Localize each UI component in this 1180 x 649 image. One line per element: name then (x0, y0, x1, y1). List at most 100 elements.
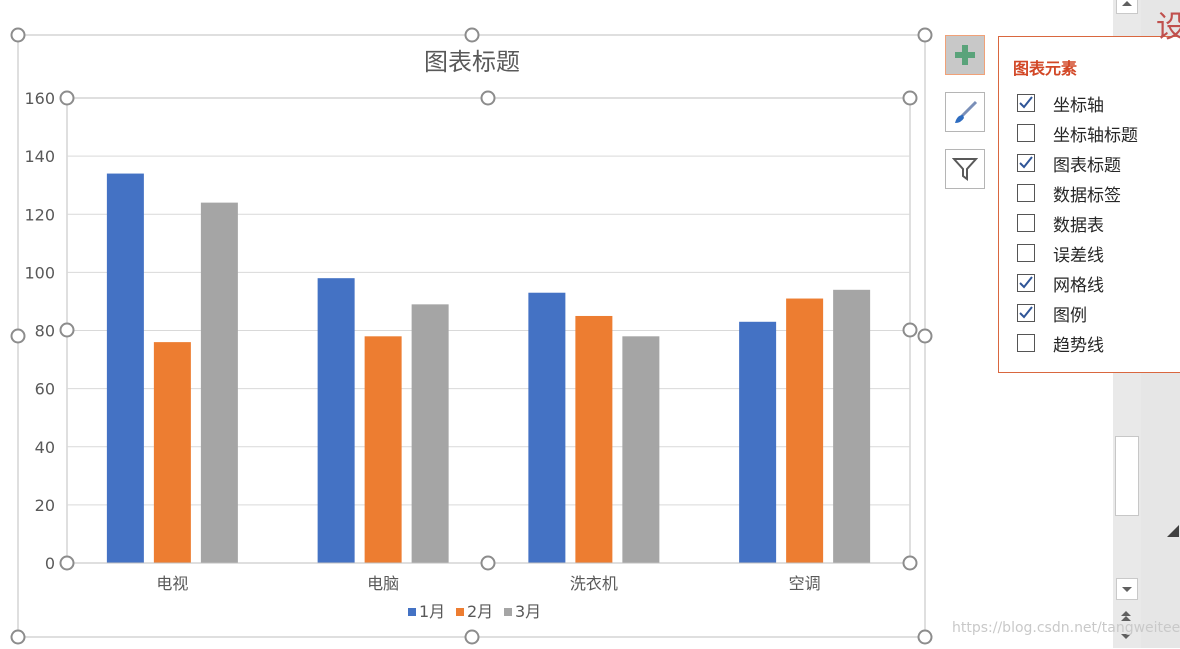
flyout-item-label: 数据标签 (1053, 185, 1121, 206)
y-tick-label: 40 (35, 438, 55, 457)
check-icon (1019, 306, 1033, 319)
resize-handle[interactable] (10, 27, 26, 43)
x-tick-label: 洗衣机 (570, 574, 618, 593)
y-tick-label: 120 (24, 205, 55, 224)
resize-handle[interactable] (902, 555, 918, 571)
flyout-item[interactable]: 坐标轴标题 (1017, 121, 1138, 146)
watermark-text: https://blog.csdn.net/tangweitee (952, 620, 1180, 636)
resize-handle[interactable] (59, 90, 75, 106)
check-icon (1019, 156, 1033, 169)
checkbox[interactable] (1017, 304, 1035, 322)
chart-elements-flyout: 图表元素 坐标轴坐标轴标题图表标题数据标签数据表误差线网格线图例趋势线 (998, 36, 1180, 373)
resize-handle[interactable] (464, 27, 480, 43)
flyout-item-label: 图表标题 (1053, 155, 1121, 176)
x-tick-label: 空调 (789, 574, 821, 593)
bar-1-1[interactable] (106, 173, 144, 563)
resize-handle[interactable] (902, 90, 918, 106)
prev-page-button[interactable] (1116, 605, 1138, 639)
flyout-item-label: 数据表 (1053, 215, 1104, 236)
y-tick-label: 140 (24, 147, 55, 166)
flyout-item[interactable]: 坐标轴 (1017, 91, 1104, 116)
bar-1-3[interactable] (200, 202, 238, 563)
flyout-item-label: 趋势线 (1053, 335, 1104, 356)
bar-4-2[interactable] (786, 298, 824, 563)
bar-3-3[interactable] (622, 336, 660, 563)
plus-icon (955, 45, 975, 65)
flyout-item[interactable]: 数据表 (1017, 211, 1104, 236)
resize-handle[interactable] (10, 629, 26, 645)
resize-handle[interactable] (902, 322, 918, 338)
checkbox[interactable] (1017, 334, 1035, 352)
triangle-up-icon (1122, 1, 1132, 6)
flyout-item-label: 图例 (1053, 305, 1087, 326)
flyout-item[interactable]: 数据标签 (1017, 181, 1121, 206)
flyout-item[interactable]: 误差线 (1017, 241, 1104, 266)
triangle-down-icon (1122, 587, 1132, 592)
resize-handle[interactable] (917, 629, 933, 645)
legend-label: 3月 (515, 602, 541, 621)
bar-4-1[interactable] (739, 321, 777, 563)
flyout-item-label: 网格线 (1053, 275, 1104, 296)
flyout-title: 图表元素 (1013, 59, 1078, 78)
scrollbar-thumb[interactable] (1115, 436, 1139, 516)
ribbon-partial-text: 设 (1156, 10, 1180, 45)
funnel-icon (952, 158, 978, 181)
resize-handle[interactable] (10, 328, 26, 344)
flyout-item-label: 坐标轴标题 (1053, 125, 1138, 146)
resize-handle[interactable] (480, 555, 496, 571)
y-tick-label: 0 (45, 554, 55, 573)
resize-handle[interactable] (464, 629, 480, 645)
double-chevron-icon (1121, 611, 1131, 639)
flyout-item[interactable]: 图表标题 (1017, 151, 1121, 176)
legend-swatch (504, 608, 512, 616)
bar-1-2[interactable] (153, 342, 191, 563)
scroll-down-button[interactable] (1116, 578, 1138, 600)
y-tick-label: 100 (24, 263, 55, 282)
chart-title[interactable]: 图表标题 (424, 48, 520, 76)
x-axis-labels: 电视 电脑 洗衣机 空调 (156, 574, 820, 593)
checkbox[interactable] (1017, 154, 1035, 172)
resize-handle[interactable] (480, 90, 496, 106)
checkbox[interactable] (1017, 184, 1035, 202)
resize-handle[interactable] (917, 27, 933, 43)
bars[interactable] (106, 173, 871, 563)
resize-handle[interactable] (59, 555, 75, 571)
legend[interactable]: 1月 2月 3月 (408, 602, 541, 621)
resize-handle[interactable] (917, 328, 933, 344)
checkbox[interactable] (1017, 274, 1035, 292)
bar-2-2[interactable] (364, 336, 402, 563)
scroll-up-button[interactable] (1116, 0, 1138, 14)
bar-3-1[interactable] (528, 292, 566, 563)
checkbox[interactable] (1017, 244, 1035, 262)
y-axis-labels: 0 20 40 60 80 100 120 140 160 (24, 89, 55, 573)
flyout-item-label: 坐标轴 (1053, 95, 1104, 116)
checkbox[interactable] (1017, 94, 1035, 112)
bar-3-2[interactable] (575, 315, 613, 563)
bar-2-3[interactable] (411, 304, 449, 563)
y-tick-label: 60 (35, 380, 55, 399)
legend-label: 1月 (419, 602, 445, 621)
chart-elements-button[interactable] (945, 35, 985, 75)
bar-2-1[interactable] (317, 278, 355, 563)
chart-styles-button[interactable] (945, 92, 985, 132)
resize-handle[interactable] (59, 322, 75, 338)
selection-handles[interactable] (10, 27, 933, 645)
checkbox[interactable] (1017, 124, 1035, 142)
flyout-item[interactable]: 趋势线 (1017, 331, 1104, 356)
legend-swatch (456, 608, 464, 616)
bar-4-3[interactable] (833, 289, 871, 563)
gridlines (67, 155, 910, 506)
flyout-item[interactable]: 图例 (1017, 301, 1087, 326)
legend-swatch (408, 608, 416, 616)
legend-label: 2月 (467, 602, 493, 621)
y-tick-label: 160 (24, 89, 55, 108)
flyout-item-label: 误差线 (1053, 245, 1104, 266)
checkbox[interactable] (1017, 214, 1035, 232)
check-icon (1019, 96, 1033, 109)
chart-filters-button[interactable] (945, 149, 985, 189)
x-tick-label: 电视 (156, 574, 188, 593)
y-tick-label: 20 (35, 496, 55, 515)
y-tick-label: 80 (35, 322, 55, 341)
flyout-item[interactable]: 网格线 (1017, 271, 1104, 296)
